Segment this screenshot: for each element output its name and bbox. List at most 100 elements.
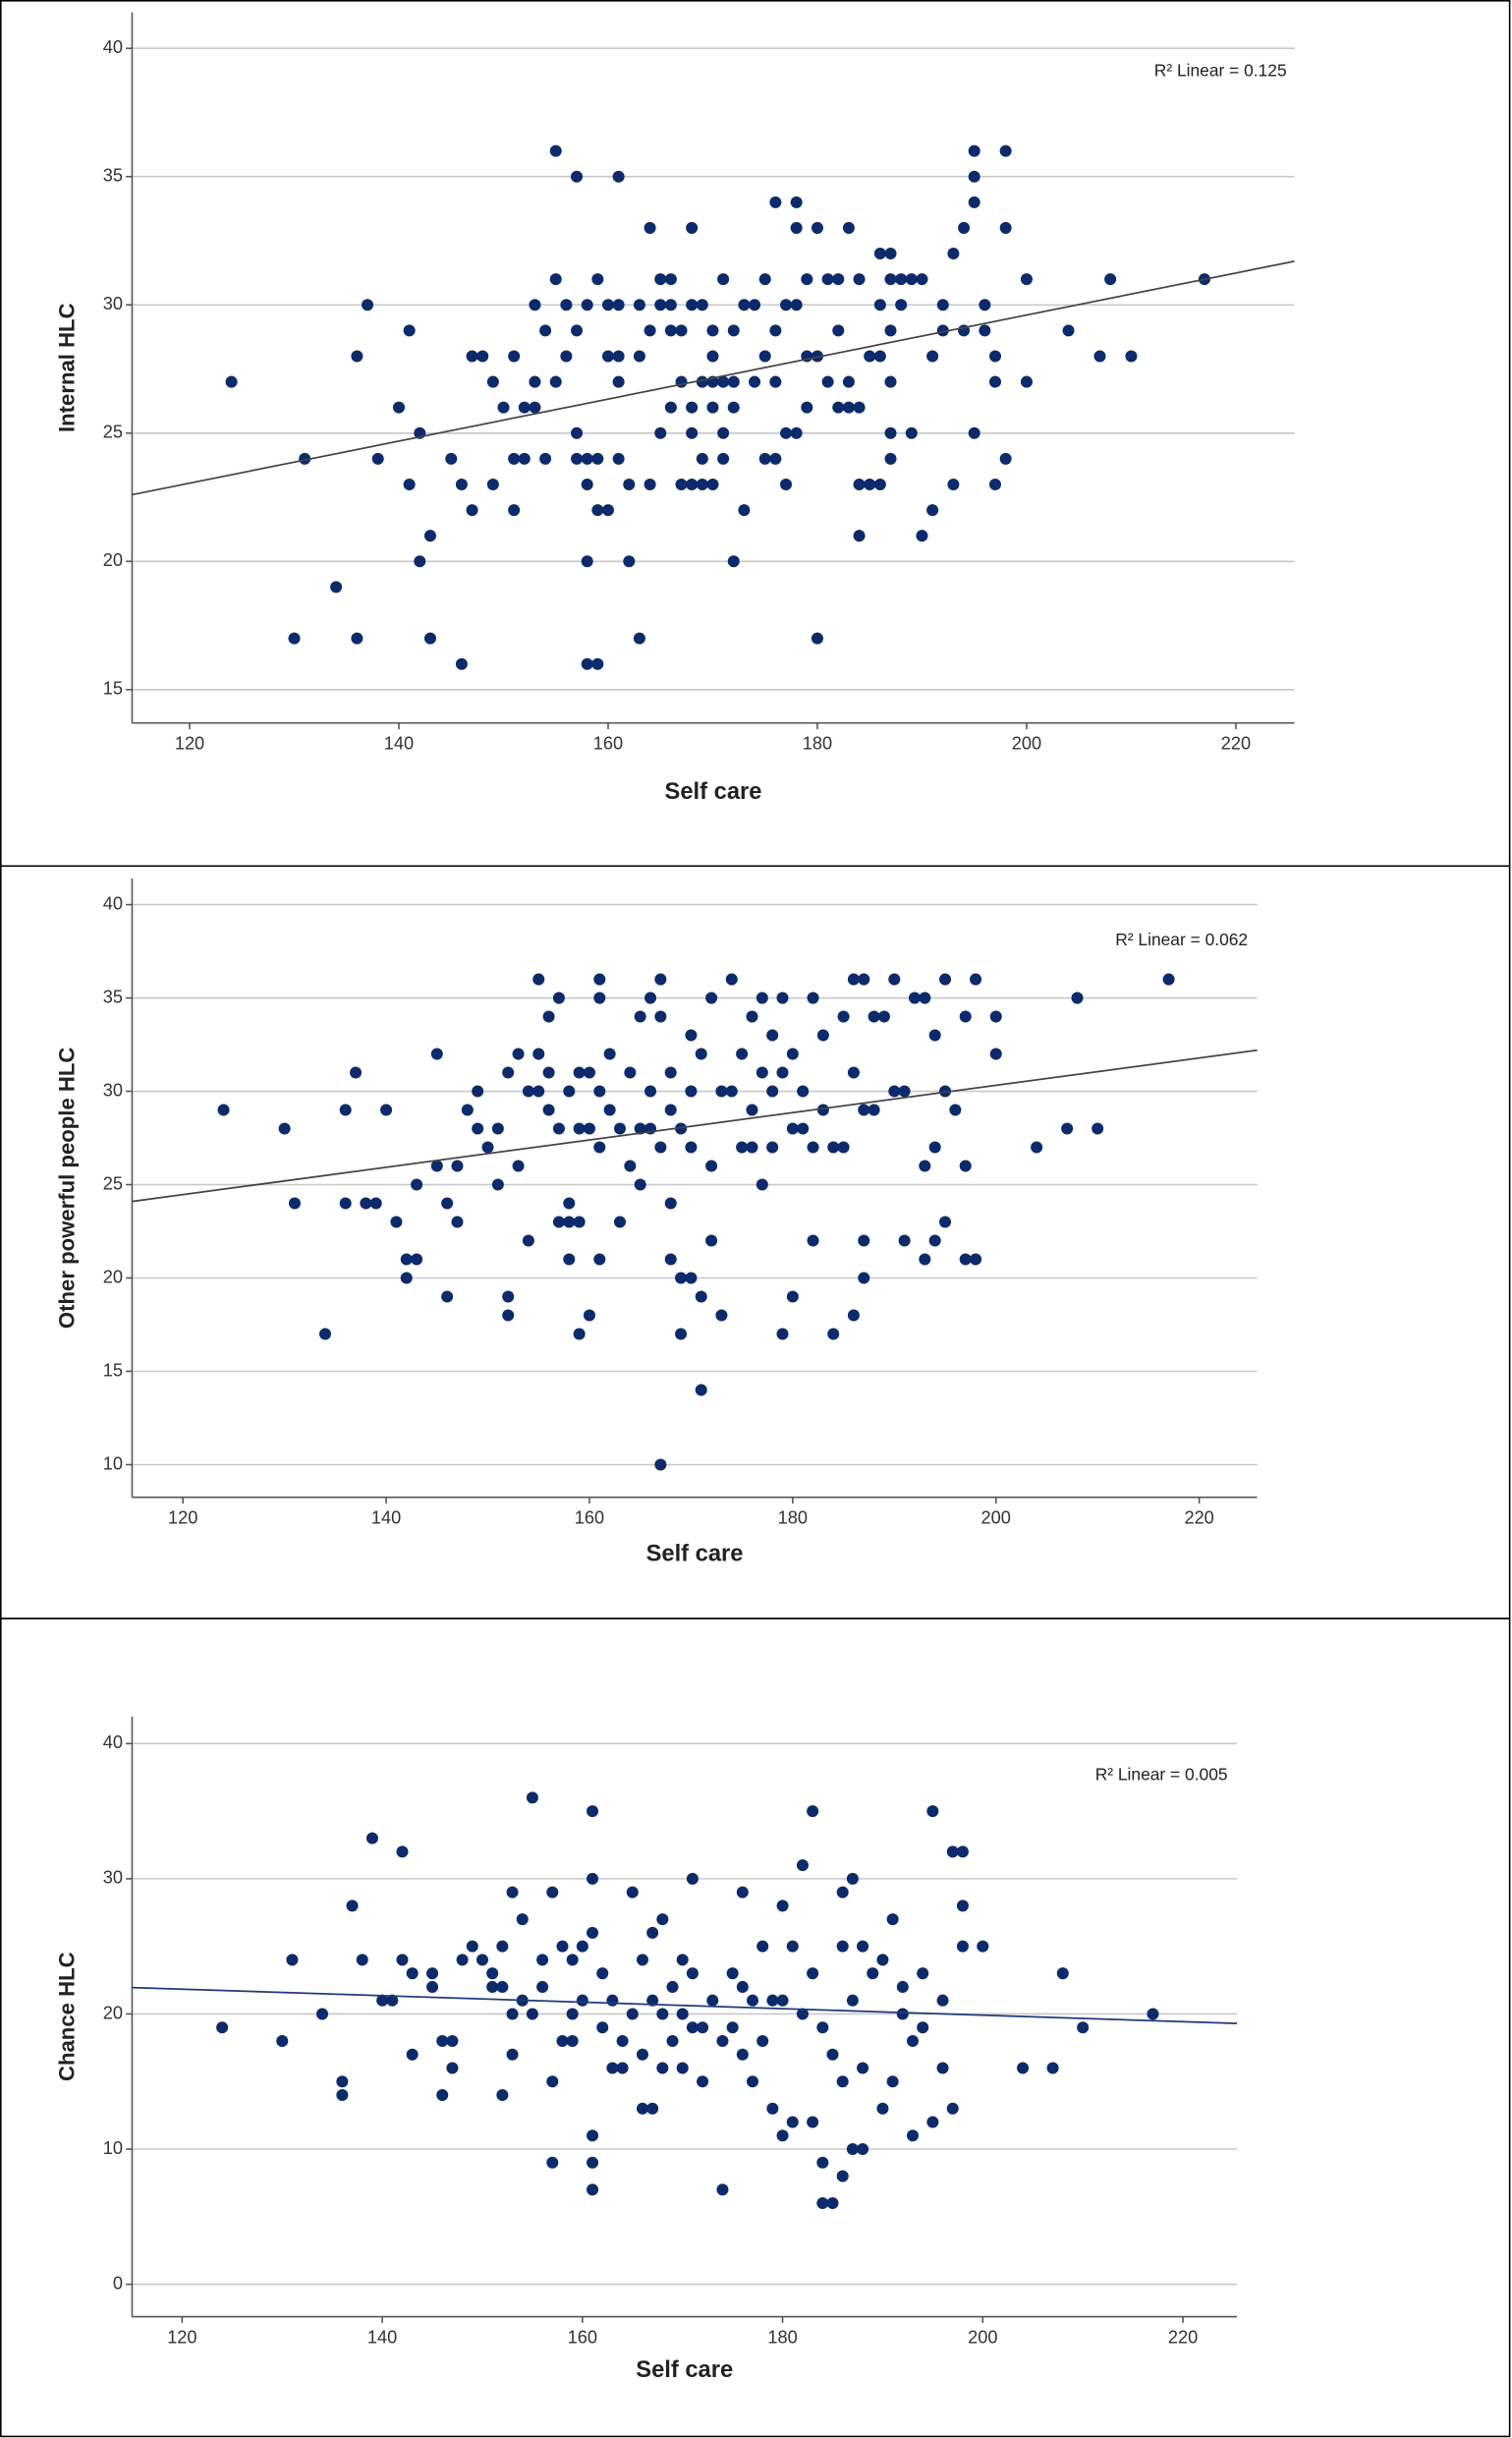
point: [780, 478, 793, 490]
point: [566, 1954, 579, 1966]
point: [916, 273, 928, 286]
point: [566, 2008, 579, 2020]
point: [786, 1048, 799, 1060]
point: [727, 401, 740, 414]
point: [857, 1940, 869, 1953]
point: [898, 1234, 911, 1247]
point: [958, 221, 971, 234]
point: [451, 1216, 464, 1228]
point: [746, 1010, 758, 1023]
point: [917, 2021, 929, 2034]
point: [633, 632, 645, 645]
point: [968, 196, 980, 208]
point: [1046, 2062, 1059, 2074]
point: [664, 1253, 677, 1266]
point: [1104, 273, 1117, 286]
point: [696, 452, 708, 465]
point: [486, 478, 499, 490]
panel-frame: [0, 1617, 1511, 2438]
point: [573, 1328, 586, 1340]
point: [563, 1085, 576, 1098]
point: [919, 1253, 931, 1266]
point: [549, 375, 562, 388]
point: [1162, 973, 1175, 986]
point: [593, 1141, 606, 1154]
point: [853, 530, 866, 542]
point: [736, 1141, 749, 1154]
point: [596, 1967, 609, 1980]
point: [916, 530, 928, 542]
point: [905, 426, 918, 439]
point: [846, 1994, 859, 2007]
point: [426, 1980, 439, 1993]
point: [486, 375, 499, 388]
point: [780, 299, 793, 312]
point: [1093, 350, 1106, 363]
point: [587, 1872, 599, 1885]
trend-line: [132, 1986, 1238, 2024]
point: [330, 581, 343, 594]
point: [502, 1290, 515, 1303]
point: [686, 1872, 699, 1885]
point: [411, 1253, 423, 1266]
point: [441, 1290, 454, 1303]
point: [726, 2021, 739, 2034]
point: [529, 375, 541, 388]
point: [786, 1290, 799, 1303]
point: [339, 1197, 352, 1210]
point: [847, 1066, 860, 1079]
point: [502, 1066, 515, 1079]
point: [436, 2088, 449, 2102]
point: [522, 1085, 534, 1098]
x-tick-label: 200: [981, 1508, 1011, 1528]
x-tick-label: 220: [1221, 734, 1251, 754]
point: [959, 1253, 972, 1266]
point: [516, 1913, 529, 1926]
point: [766, 1029, 779, 1042]
point: [496, 1980, 509, 1993]
point: [466, 1940, 478, 1953]
point: [837, 1141, 850, 1154]
point: [455, 478, 468, 490]
point: [686, 2021, 699, 2034]
point: [919, 992, 931, 1004]
point: [837, 1010, 850, 1023]
point: [512, 1048, 525, 1060]
point: [898, 1085, 911, 1098]
point: [593, 1085, 606, 1098]
point: [403, 478, 416, 490]
point: [644, 1085, 657, 1098]
point: [542, 1104, 555, 1116]
point: [461, 1104, 474, 1116]
point: [816, 2197, 829, 2210]
point: [821, 375, 834, 388]
y-axis-label: Chance HLC: [54, 1952, 79, 2081]
point: [396, 1954, 409, 1966]
point: [491, 1122, 504, 1135]
point: [634, 1178, 646, 1191]
point: [864, 478, 876, 490]
point: [451, 1160, 464, 1172]
point: [776, 1066, 789, 1079]
point: [546, 2075, 559, 2088]
point: [616, 2034, 629, 2047]
y-tick-label: 10: [103, 1453, 123, 1473]
point: [476, 350, 489, 363]
point: [346, 1899, 359, 1912]
point: [727, 375, 740, 388]
point: [1147, 2008, 1159, 2020]
point: [968, 426, 980, 439]
y-tick-label: 25: [103, 1173, 123, 1193]
point: [1092, 1122, 1104, 1135]
point: [591, 504, 604, 517]
point: [512, 1160, 525, 1172]
point: [613, 1216, 626, 1228]
point: [749, 375, 761, 388]
x-tick-label: 180: [803, 734, 832, 754]
point: [999, 452, 1012, 465]
point: [766, 1085, 779, 1098]
point: [842, 221, 855, 234]
point: [696, 299, 708, 312]
point: [481, 1141, 494, 1154]
point: [536, 1980, 549, 1993]
